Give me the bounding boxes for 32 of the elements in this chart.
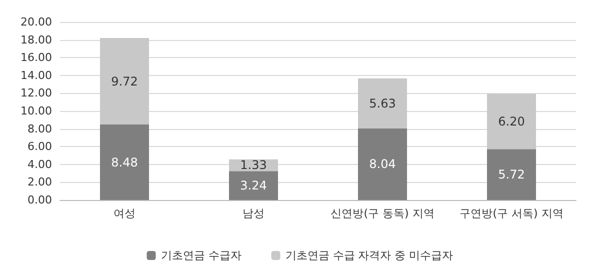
data-label: 5.72 xyxy=(498,168,525,182)
y-tick-label: 14.00 xyxy=(20,68,52,82)
bar xyxy=(358,78,408,128)
x-tick-label: 남성 xyxy=(242,207,264,220)
y-tick-label: 18.00 xyxy=(20,33,52,46)
data-label: 8.48 xyxy=(111,155,138,170)
y-tick-label: 4.00 xyxy=(28,158,52,171)
data-label: 3.24 xyxy=(240,178,267,193)
y-tick-label: 0.00 xyxy=(28,194,52,206)
data-label: 1.33 xyxy=(240,158,267,172)
bar xyxy=(228,171,278,200)
x-tick-label: 구연방(구 서독) 지역 xyxy=(460,207,564,220)
bar xyxy=(486,149,536,200)
y-tick-label: 2.00 xyxy=(28,176,52,189)
data-label: 6.20 xyxy=(498,114,525,128)
x-tick-label: 신연방(구 동독) 지역 xyxy=(330,207,434,220)
y-tick-label: 12.00 xyxy=(20,86,52,100)
y-tick-label: 6.00 xyxy=(28,140,52,154)
x-tick-label: 여성 xyxy=(114,207,136,220)
y-tick-label: 20.00 xyxy=(20,16,52,28)
y-tick-label: 10.00 xyxy=(20,104,52,118)
data-label: 5.63 xyxy=(369,96,396,110)
y-tick-label: 8.00 xyxy=(28,122,52,136)
legend-label: 기초연금 수급자 xyxy=(160,249,242,262)
bar xyxy=(358,128,408,200)
data-label: 8.04 xyxy=(369,157,396,172)
data-label: 9.72 xyxy=(111,74,138,88)
bar xyxy=(100,124,150,200)
y-tick-label: 16.00 xyxy=(20,51,52,64)
bar xyxy=(486,94,536,150)
bar xyxy=(100,38,150,125)
legend-label: 기초연금 수급 자격자 중 미수급자 xyxy=(285,249,454,262)
